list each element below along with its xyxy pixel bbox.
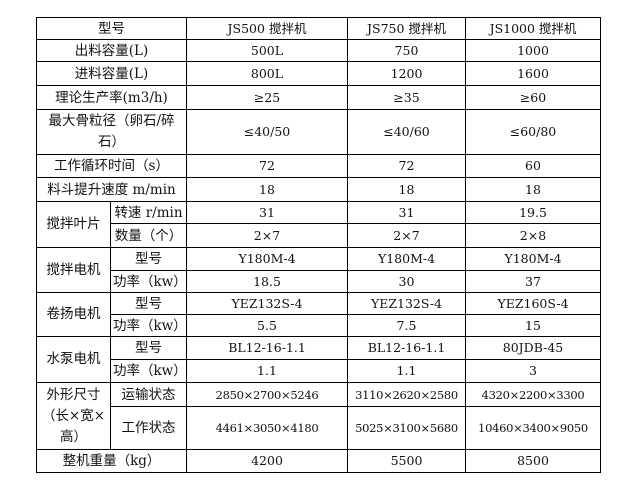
spec-table: 型号 JS500 搅拌机 JS750 搅拌机 JS1000 搅拌机 出料容量(L) 500… — [36, 17, 601, 473]
table-cell: 31 — [347, 201, 466, 224]
sub-label: 功率（kw） — [110, 270, 187, 293]
row-label: 最大骨粒径（卵石/碎石） — [36, 109, 187, 155]
table-row: 功率（kw） 18.5 30 37 — [37, 270, 601, 293]
table-cell: ≥25 — [186, 85, 348, 110]
table-cell: 72 — [186, 154, 348, 178]
group-label: 搅拌电机 — [36, 247, 111, 293]
table-row: 外形尺寸（长×宽×高） 运输状态 2850×2700×5246 3110×2620×2… — [36, 382, 601, 450]
table-cell: 18 — [347, 177, 466, 202]
header-label: 型号 — [36, 17, 187, 40]
table-cell: 80JDB-45 — [465, 336, 601, 360]
sub-label: 型号 — [110, 292, 187, 315]
table-cell: 5500 — [347, 449, 466, 473]
row-label: 料斗提升速度 m/min — [36, 177, 187, 202]
table-cell: 72 — [347, 154, 466, 178]
table-cell: 37 — [465, 270, 601, 293]
table-row: 水泵电机 型号 BL12-16-1.1 BL12-16-1.1 80JDB-45 — [36, 336, 601, 383]
table-cell: 31 — [186, 201, 348, 224]
table-cell: 18 — [186, 177, 348, 202]
table-row: 料斗提升速度 m/min 18 18 18 — [36, 177, 601, 202]
footer-row: 整机重量（kg） 4200 5500 8500 — [36, 449, 601, 473]
table-cell: 4320×2200×3300 — [465, 382, 601, 407]
table-cell: 15 — [465, 314, 601, 337]
table-cell: Y180M-4 — [465, 247, 601, 271]
group-label: 水泵电机 — [36, 336, 111, 383]
table-cell: 5.5 — [186, 314, 348, 337]
model-header: JS750 搅拌机 — [347, 17, 466, 40]
sub-label: 工作状态 — [110, 406, 187, 450]
model-header: JS1000 搅拌机 — [465, 17, 601, 40]
table-row: 搅拌电机 型号 Y180M-4 Y180M-4 Y180M-4 — [36, 247, 601, 293]
table-row: 功率（kw） 5.5 7.5 15 — [37, 314, 601, 337]
table-cell: 2850×2700×5246 — [186, 382, 348, 407]
row-label: 整机重量（kg） — [36, 449, 187, 473]
table-cell: 2×8 — [465, 223, 601, 248]
table-cell: ≤40/60 — [347, 109, 466, 155]
sub-label: 型号 — [110, 336, 187, 360]
table-row: 理论生产率(m3/h) ≥25 ≥35 ≥60 — [36, 85, 601, 110]
table-cell: 3 — [465, 359, 601, 383]
row-label: 理论生产率(m3/h) — [36, 85, 187, 110]
table-cell: ≤60/80 — [465, 109, 601, 155]
group-label: 搅拌叶片 — [36, 201, 111, 248]
sub-label: 数量（个） — [110, 223, 187, 248]
group-label: 外形尺寸（长×宽×高） — [36, 382, 111, 450]
table-row: 数量（个） 2×7 2×7 2×8 — [37, 223, 601, 248]
row-label: 工作循环时间（s） — [36, 154, 187, 178]
table-row: 工作状态 4461×3050×4180 5025×3100×5680 10460×34… — [37, 406, 601, 450]
sub-label: 型号 — [110, 247, 187, 271]
table-cell: 5025×3100×5680 — [347, 406, 466, 450]
table-cell: BL12-16-1.1 — [347, 336, 466, 360]
table-cell: Y180M-4 — [186, 247, 348, 271]
table-cell: 500L — [186, 39, 348, 62]
table-cell: BL12-16-1.1 — [186, 336, 348, 360]
table-cell: 8500 — [465, 449, 601, 473]
table-cell: 60 — [465, 154, 601, 178]
table-cell: 18.5 — [186, 270, 348, 293]
table-cell: 1200 — [347, 61, 466, 86]
table-cell: 800L — [186, 61, 348, 86]
table-row: 卷扬电机 型号 YEZ132S-4 YEZ132S-4 YEZ160S-4 — [36, 292, 601, 337]
table-cell: 1600 — [465, 61, 601, 86]
table-cell: Y180M-4 — [347, 247, 466, 271]
row-label: 出料容量(L) — [36, 39, 187, 62]
table-cell: 4200 — [186, 449, 348, 473]
group-label: 卷扬电机 — [36, 292, 111, 337]
table-cell: 1.1 — [347, 359, 466, 383]
header-row: 型号 JS500 搅拌机 JS750 搅拌机 JS1000 搅拌机 — [36, 17, 601, 40]
sub-label: 运输状态 — [110, 382, 187, 407]
table-cell: 1000 — [465, 39, 601, 62]
table-cell: 19.5 — [465, 201, 601, 224]
table-cell: 18 — [465, 177, 601, 202]
table-cell: 2×7 — [347, 223, 466, 248]
table-cell: 10460×3400×9050 — [465, 406, 601, 450]
table-cell: YEZ132S-4 — [347, 292, 466, 315]
sub-label: 转速 r/min — [110, 201, 187, 224]
table-cell: YEZ160S-4 — [465, 292, 601, 315]
table-cell: YEZ132S-4 — [186, 292, 348, 315]
sub-label: 功率（kw） — [110, 314, 187, 337]
table-cell: 2×7 — [186, 223, 348, 248]
table-row: 出料容量(L) 500L 750 1000 — [36, 39, 601, 62]
table-cell: 30 — [347, 270, 466, 293]
model-header: JS500 搅拌机 — [186, 17, 348, 40]
table-cell: ≤40/50 — [186, 109, 348, 155]
table-row: 搅拌叶片 转速 r/min 31 31 19.5 — [36, 201, 601, 248]
table-row: 进料容量(L) 800L 1200 1600 — [36, 61, 601, 86]
table-row: 最大骨粒径（卵石/碎石） ≤40/50 ≤40/60 ≤60/80 — [36, 109, 601, 155]
table-row: 工作循环时间（s） 72 72 60 — [36, 154, 601, 178]
table-cell: 1.1 — [186, 359, 348, 383]
sub-label: 功率（kw） — [110, 359, 187, 383]
table-cell: 3110×2620×2580 — [347, 382, 466, 407]
table-row: 功率（kw） 1.1 1.1 3 — [37, 359, 601, 383]
table-cell: ≥35 — [347, 85, 466, 110]
table-cell: ≥60 — [465, 85, 601, 110]
table-cell: 7.5 — [347, 314, 466, 337]
table-cell: 750 — [347, 39, 466, 62]
table-cell: 4461×3050×4180 — [186, 406, 348, 450]
row-label: 进料容量(L) — [36, 61, 187, 86]
